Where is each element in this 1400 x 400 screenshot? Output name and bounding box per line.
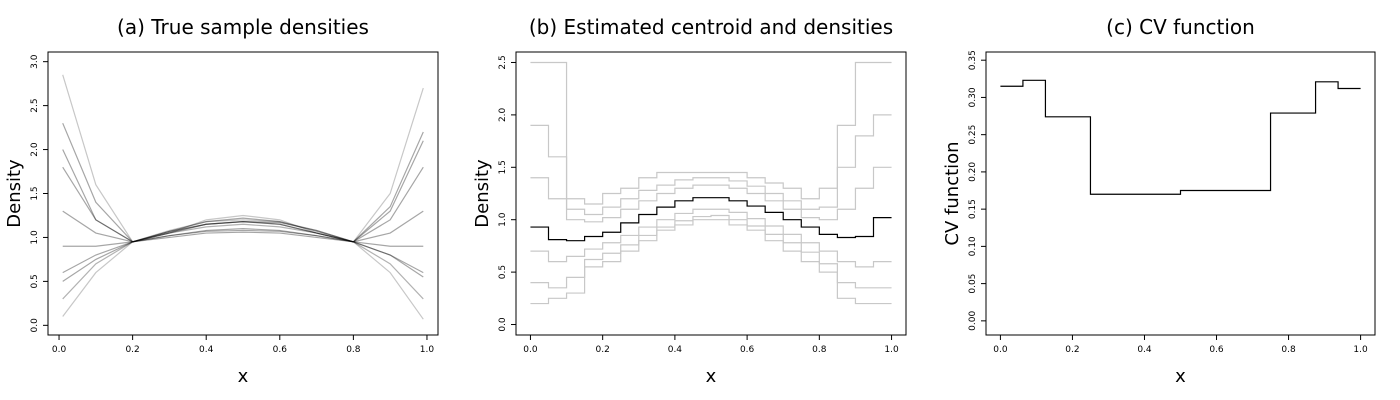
x-tick-label: 1.0: [884, 345, 899, 355]
y-tick-label: 0.5: [498, 265, 508, 279]
density-curve: [62, 74, 424, 243]
panel-title: (a) True sample densities: [117, 15, 369, 39]
y-tick-label: 0.30: [968, 87, 978, 107]
x-axis-label: x: [1175, 366, 1186, 387]
x-tick-label: 0.4: [199, 345, 214, 355]
panel-title: (b) Estimated centroid and densities: [529, 15, 893, 39]
y-tick-label: 2.0: [30, 142, 40, 157]
density-curve: [62, 166, 424, 243]
x-tick-label: 0.2: [1065, 345, 1079, 355]
x-axis-label: x: [238, 366, 249, 387]
y-tick-label: 1.5: [498, 160, 508, 174]
y-tick-label: 0.35: [968, 50, 978, 70]
y-axis-label: Density: [4, 159, 25, 228]
y-tick-label: 0.05: [968, 274, 978, 294]
y-tick-label: 0.00: [968, 311, 978, 331]
y-axis-label: Density: [472, 159, 493, 228]
x-tick-label: 0.0: [993, 345, 1008, 355]
panel: (b) Estimated centroid and densities x Den…: [472, 15, 907, 387]
panel-title: (c) CV function: [1106, 15, 1255, 39]
y-tick-label: 0.5: [30, 274, 40, 288]
density-curve: [62, 122, 424, 243]
plot-data: [530, 61, 892, 305]
step-curve: [530, 197, 892, 242]
plot-frame: [985, 51, 1376, 336]
x-tick-label: 0.8: [812, 345, 827, 355]
density-curve: [62, 219, 424, 320]
y-tick-label: 0.0: [498, 317, 508, 332]
y-tick-label: 0.25: [968, 125, 978, 145]
y-axis-label: CV function: [942, 141, 963, 245]
x-axis-label: x: [706, 366, 717, 387]
y-tick-label: 0.0: [30, 318, 40, 333]
y-tick-label: 0.10: [968, 236, 978, 256]
x-tick-label: 0.8: [1281, 345, 1296, 355]
step-curve: [1000, 79, 1361, 195]
step-curve: [530, 219, 892, 305]
density-curve: [62, 231, 424, 247]
plot-data: [62, 74, 424, 320]
panel: (a) True sample densities x Density 0.0 0.2 0…: [4, 15, 439, 387]
y-tick-label: 2.5: [30, 98, 40, 112]
step-curve: [530, 61, 892, 205]
step-curve: [530, 114, 892, 216]
x-tick-label: 1.0: [1353, 345, 1368, 355]
density-curve: [62, 223, 424, 300]
step-curve: [530, 214, 892, 289]
density-curve: [62, 210, 424, 243]
x-tick-label: 0.2: [596, 345, 610, 355]
y-tick-label: 3.0: [30, 54, 40, 69]
plot-frame: [47, 51, 439, 336]
y-tick-label: 0.15: [968, 199, 978, 219]
x-tick-label: 0.0: [523, 345, 538, 355]
x-tick-label: 0.0: [52, 345, 67, 355]
density-curve: [62, 140, 424, 282]
x-tick-label: 0.2: [125, 345, 139, 355]
density-curve: [62, 149, 424, 274]
x-tick-label: 0.6: [740, 345, 755, 355]
panel: (c) CV function x CV function 0.0 0.2 0.4 0.6 0…: [942, 15, 1376, 387]
y-tick-label: 1.5: [30, 186, 40, 200]
x-tick-label: 0.6: [273, 345, 288, 355]
y-tick-label: 1.0: [30, 230, 40, 245]
y-tick-label: 2.0: [498, 107, 508, 122]
step-curve: [530, 166, 892, 223]
density-curve: [62, 229, 424, 278]
y-tick-label: 2.5: [498, 55, 508, 69]
x-tick-label: 0.8: [346, 345, 361, 355]
y-tick-label: 1.0: [498, 212, 508, 227]
y-tick-label: 0.20: [968, 162, 978, 182]
x-tick-label: 0.4: [1137, 345, 1152, 355]
plot-data: [1000, 79, 1361, 195]
plot-frame: [515, 51, 907, 336]
step-curve: [530, 208, 892, 268]
x-tick-label: 1.0: [420, 345, 435, 355]
x-tick-label: 0.6: [1209, 345, 1224, 355]
x-tick-label: 0.4: [668, 345, 683, 355]
